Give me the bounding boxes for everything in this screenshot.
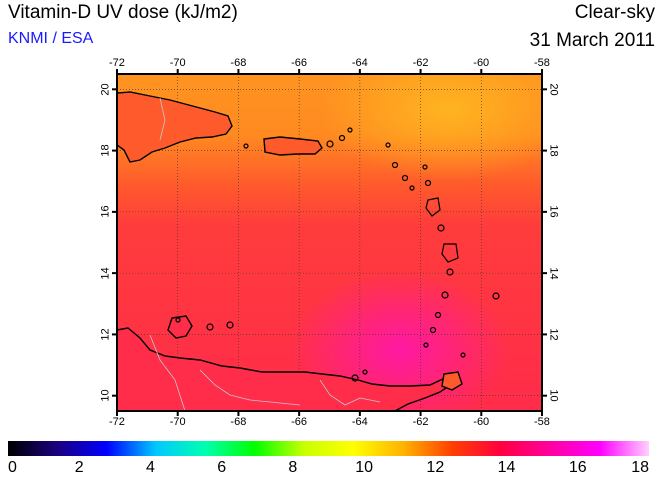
colorbar-label: 18 xyxy=(631,459,649,476)
venezuela-coast xyxy=(117,327,454,411)
map-frame xyxy=(116,73,543,412)
lat-tick-label-right: 18 xyxy=(547,144,560,157)
date-label: 31 March 2011 xyxy=(529,30,655,51)
lon-tick-label-top: -62 xyxy=(412,56,429,69)
lat-tick-label-left: 16 xyxy=(99,205,112,218)
puerto-rico xyxy=(263,136,323,156)
lon-tick-label-bottom: -66 xyxy=(291,415,308,428)
lat-tick-label-left: 14 xyxy=(99,267,112,280)
colorbar-label: 4 xyxy=(145,459,155,476)
lat-tick-label-right: 20 xyxy=(547,83,560,96)
lat-tick-label-left: 12 xyxy=(99,328,112,341)
data-source-label: KNMI / ESA xyxy=(8,30,94,47)
map-title: Vitamin-D UV dose (kJ/m2) xyxy=(8,2,238,23)
lat-tick-label-right: 16 xyxy=(547,205,560,218)
colorbar xyxy=(8,441,649,456)
colorbar-label: 8 xyxy=(288,459,298,476)
colorbar-label: 12 xyxy=(426,459,445,476)
country-borders xyxy=(149,97,381,411)
lon-tick-label-top: -64 xyxy=(351,56,368,69)
colorbar-label: 0 xyxy=(8,459,17,476)
lat-tick-label-left: 18 xyxy=(99,144,112,157)
lon-tick-label-bottom: -58 xyxy=(534,415,550,428)
lat-tick-label-right: 10 xyxy=(547,389,560,402)
small-islands xyxy=(175,127,500,382)
paraguana xyxy=(167,315,193,339)
lat-tick-label-right: 12 xyxy=(547,328,560,341)
lon-tick-label-top: -68 xyxy=(230,56,247,69)
colorbar-label: 2 xyxy=(74,459,84,476)
colorbar-label: 16 xyxy=(568,459,587,476)
lon-tick-label-top: -60 xyxy=(473,56,490,69)
land-outlines xyxy=(117,91,463,411)
lat-tick-label-right: 14 xyxy=(547,267,560,280)
lon-tick-label-bottom: -70 xyxy=(169,415,186,428)
uv-field-northeast-patch xyxy=(320,74,542,180)
hispaniola xyxy=(117,91,233,163)
colorbar-label: 14 xyxy=(497,459,516,476)
colorbar-label: 10 xyxy=(355,459,374,476)
lon-tick-label-top: -72 xyxy=(109,56,125,69)
lon-tick-label-top: -66 xyxy=(291,56,308,69)
colorbar-label: 6 xyxy=(217,459,227,476)
sky-condition-label: Clear-sky xyxy=(574,2,655,23)
lon-tick-label-top: -58 xyxy=(534,56,550,69)
lon-tick-label-top: -70 xyxy=(169,56,186,69)
lon-tick-label-bottom: -60 xyxy=(473,415,490,428)
lon-tick-label-bottom: -72 xyxy=(109,415,125,428)
axis-ticks xyxy=(112,69,547,416)
lat-tick-label-left: 10 xyxy=(99,389,112,402)
trinidad xyxy=(441,371,463,391)
lon-tick-label-bottom: -68 xyxy=(230,415,247,428)
lon-tick-label-bottom: -62 xyxy=(412,415,429,428)
lat-tick-label-left: 20 xyxy=(99,83,112,96)
lon-tick-label-bottom: -64 xyxy=(351,415,368,428)
graticule xyxy=(117,74,542,411)
